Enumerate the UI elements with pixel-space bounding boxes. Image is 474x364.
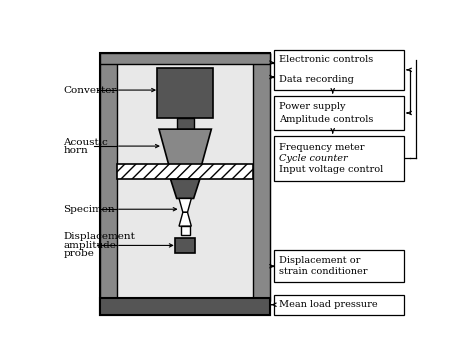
Bar: [274, 96, 404, 130]
Text: Power supply: Power supply: [279, 102, 346, 111]
Text: Cycle counter: Cycle counter: [279, 154, 348, 163]
Text: Specimen: Specimen: [64, 205, 115, 214]
Bar: [100, 53, 270, 64]
Bar: [118, 164, 253, 179]
Bar: [157, 68, 213, 118]
Bar: [100, 298, 270, 315]
Text: Displacement: Displacement: [64, 233, 136, 241]
Text: Amplitude controls: Amplitude controls: [279, 115, 374, 124]
Text: Data recording: Data recording: [279, 75, 354, 84]
Text: Electronic controls: Electronic controls: [279, 55, 374, 64]
Bar: [181, 226, 190, 236]
Text: horn: horn: [64, 146, 88, 155]
Bar: [177, 118, 194, 129]
Text: Acoustic: Acoustic: [64, 138, 108, 147]
Bar: [118, 64, 253, 298]
Text: amplitude: amplitude: [64, 241, 117, 250]
Bar: [175, 238, 195, 253]
Text: Input voltage control: Input voltage control: [279, 165, 383, 174]
Bar: [274, 250, 404, 282]
Bar: [100, 53, 118, 301]
Text: strain conditioner: strain conditioner: [279, 267, 368, 276]
Text: Converter: Converter: [64, 86, 117, 95]
Bar: [274, 295, 404, 315]
Bar: [253, 53, 270, 301]
Text: probe: probe: [64, 249, 94, 258]
Bar: [274, 136, 404, 181]
Bar: [274, 50, 404, 90]
Polygon shape: [159, 129, 211, 171]
Text: Displacement or: Displacement or: [279, 256, 361, 265]
Polygon shape: [171, 179, 200, 198]
Text: Frequency meter: Frequency meter: [279, 143, 365, 152]
Text: Mean load pressure: Mean load pressure: [279, 300, 378, 309]
Polygon shape: [179, 212, 191, 226]
Bar: [100, 53, 270, 315]
Polygon shape: [179, 198, 191, 212]
